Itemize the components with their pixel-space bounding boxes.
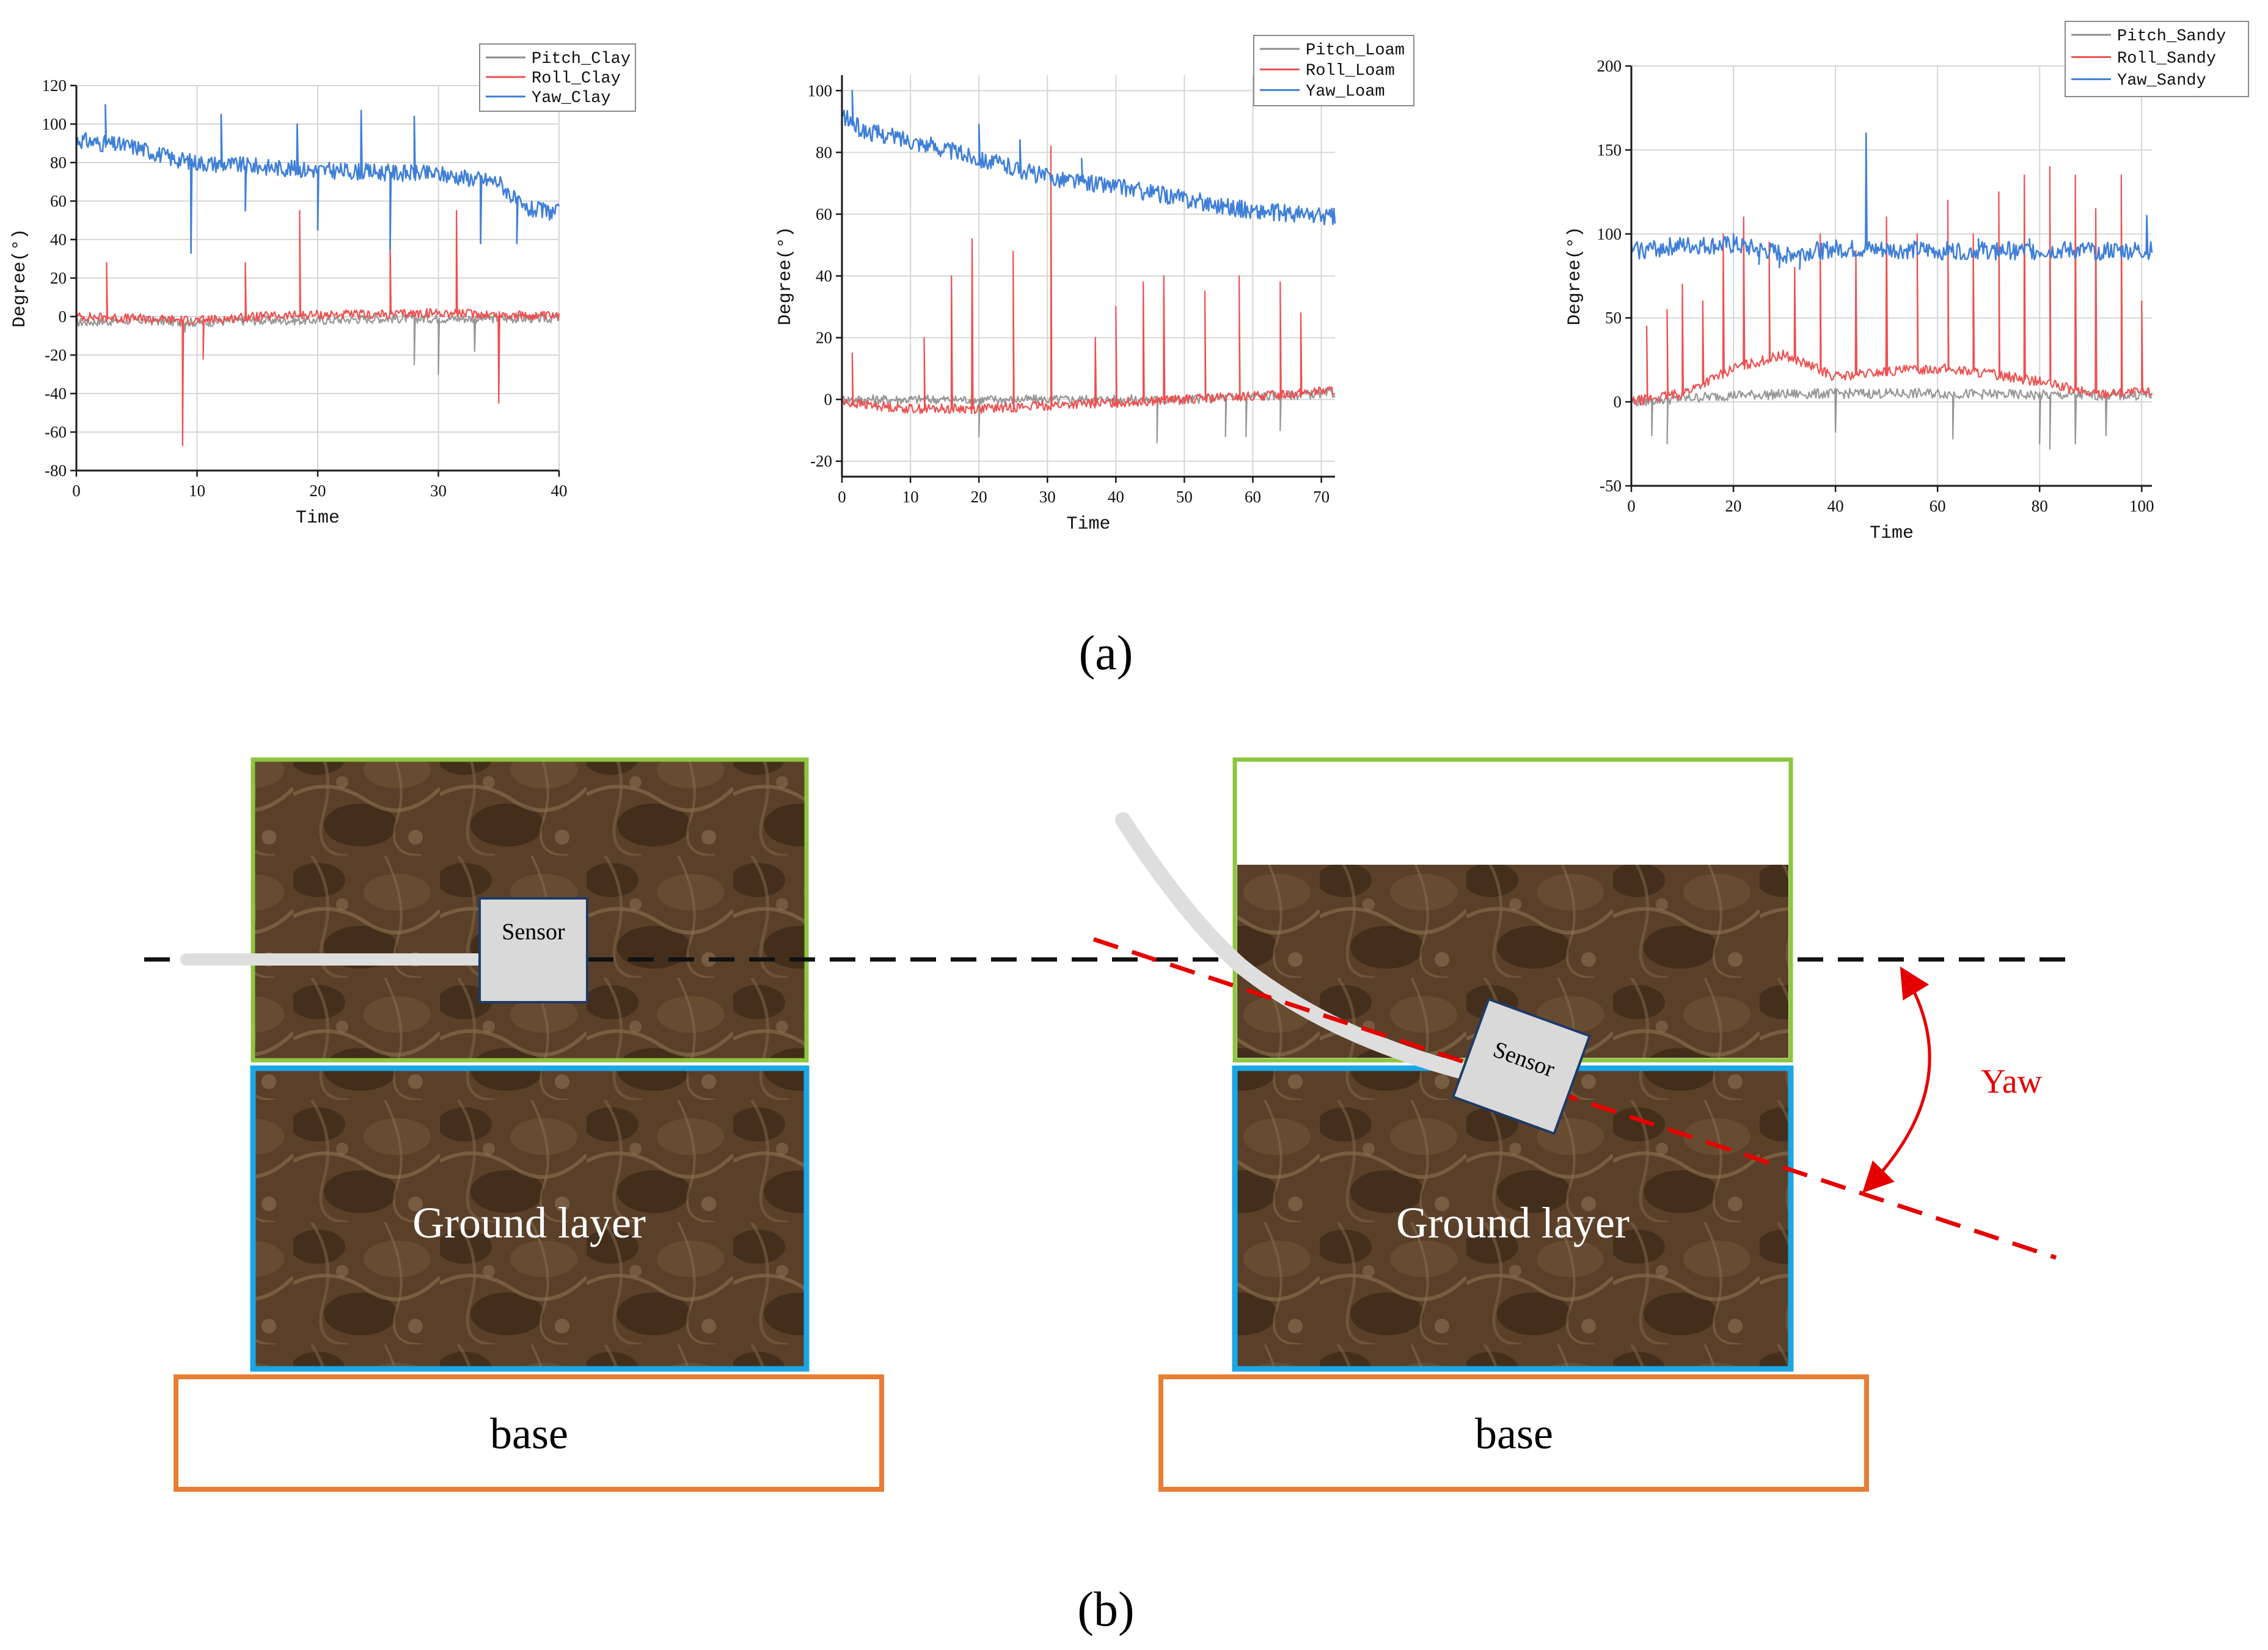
yaw-angle-label: Yaw [1981, 1063, 2043, 1101]
sensor-cable [1115, 812, 1487, 1084]
legend-entry: Pitch_Sandy [2117, 28, 2226, 46]
series-line-pitch-sandy [1630, 387, 2153, 450]
x-tick-label: 60 [1930, 497, 1946, 515]
legend-entry: Yaw_Clay [532, 89, 611, 108]
sensor-box: Sensor [1451, 997, 1592, 1135]
y-tick-label: 200 [1597, 57, 1622, 75]
x-axis-label: Time [296, 508, 340, 529]
y-axis-label: Degree(°) [1565, 226, 1586, 325]
ground-layer-label: Ground layer [1396, 1198, 1630, 1247]
y-tick-label: -60 [45, 423, 67, 441]
x-tick-label: 10 [189, 482, 205, 500]
panel-label-b: (b) [1077, 1583, 1134, 1637]
legend-entry: Pitch_Clay [532, 50, 631, 68]
diagram-right: Ground layer base Sensor Yaw [1092, 757, 2057, 1492]
legend-entry: Roll_Clay [532, 70, 621, 88]
y-tick-label: 120 [42, 76, 67, 95]
base-box [1158, 1374, 1869, 1492]
series-line-roll-loam [841, 145, 1336, 414]
x-tick-label: 30 [430, 482, 447, 500]
ground-layer-label: Ground layer [412, 1198, 646, 1247]
y-tick-label: 60 [816, 205, 832, 223]
y-tick-label: 0 [1614, 393, 1622, 411]
x-axis-label: Time [1870, 523, 1914, 544]
x-tick-label: 0 [838, 488, 846, 506]
y-tick-label: 150 [1597, 141, 1622, 159]
y-tick-label: 100 [42, 115, 67, 133]
x-tick-label: 0 [1627, 497, 1636, 515]
x-tick-label: 10 [902, 488, 919, 506]
y-tick-label: 100 [808, 81, 833, 100]
legend-box [1253, 35, 1414, 106]
x-tick-label: 0 [72, 482, 81, 500]
y-tick-label: 60 [50, 192, 67, 210]
x-tick-label: 60 [1245, 488, 1261, 506]
x-tick-label: 40 [1108, 488, 1124, 506]
y-tick-label: 0 [824, 391, 833, 409]
y-tick-label: 40 [50, 230, 67, 249]
yaw-line [1092, 937, 2057, 1260]
x-tick-label: 70 [1313, 488, 1330, 506]
y-tick-label: 20 [816, 329, 832, 347]
y-tick-label: -40 [45, 384, 67, 403]
y-tick-label: 40 [816, 267, 832, 285]
chart-clay: 0 10 20 30 40 -80 -60 -40 -20 0 20 40 60 80 100 120 Time… [10, 43, 636, 529]
legend-entry: Yaw_Sandy [2117, 72, 2206, 90]
legend-entry: Roll_Loam [1306, 62, 1395, 81]
ground-layer-box [250, 1065, 810, 1372]
y-tick-label: 100 [1597, 225, 1622, 243]
x-tick-label: 40 [551, 482, 568, 500]
series-line-yaw-sandy [1630, 132, 2153, 270]
y-tick-label: 0 [59, 307, 67, 326]
legend-entry: Roll_Sandy [2117, 50, 2216, 68]
chart-sandy: 0 20 40 60 80 100 -50 0 50 100 150 200 Time Degree(°)… [1565, 21, 2249, 544]
x-tick-label: 80 [2032, 497, 2048, 515]
y-tick-label: 20 [50, 269, 67, 287]
yaw-angle-arc [1862, 966, 1931, 1194]
sensor-label: Sensor [502, 919, 565, 945]
y-tick-label: -50 [1600, 477, 1622, 495]
y-tick-label: -80 [45, 461, 67, 480]
base-box [174, 1374, 884, 1492]
x-tick-label: 40 [1827, 497, 1844, 515]
x-axis-label: Time [1066, 514, 1110, 535]
series-line-yaw-clay [75, 104, 560, 254]
series-line-roll-sandy [1631, 166, 2153, 406]
x-tick-label: 30 [1039, 488, 1056, 506]
legend-entry: Yaw_Loam [1306, 82, 1385, 101]
sensor-box [478, 897, 588, 1003]
legend-entry: Pitch_Loam [1306, 42, 1405, 60]
y-tick-label: -20 [45, 346, 67, 364]
series-line-roll-clay [75, 210, 560, 447]
x-tick-label: 50 [1176, 488, 1193, 506]
y-tick-label: 50 [1605, 309, 1622, 327]
y-tick-label: 80 [50, 153, 67, 172]
diagram-left: Ground layer base Sensor [144, 757, 2074, 1492]
x-tick-label: 20 [971, 488, 987, 506]
series-line-yaw-loam [841, 90, 1336, 226]
chart-loam: 0 10 20 30 40 50 60 70 -20 0 20 40 60 80 100 Time Degree… [775, 35, 1414, 535]
y-axis-label: Degree(°) [775, 226, 796, 325]
y-axis-label: Degree(°) [10, 229, 31, 328]
x-tick-label: 100 [2129, 497, 2154, 515]
y-tick-label: 80 [816, 143, 832, 161]
x-tick-label: 20 [1725, 497, 1742, 515]
panel-label-a: (a) [1079, 626, 1133, 680]
base-label: base [490, 1409, 568, 1458]
base-label: base [1475, 1409, 1553, 1458]
y-tick-label: -20 [810, 452, 832, 471]
x-tick-label: 20 [310, 482, 326, 500]
